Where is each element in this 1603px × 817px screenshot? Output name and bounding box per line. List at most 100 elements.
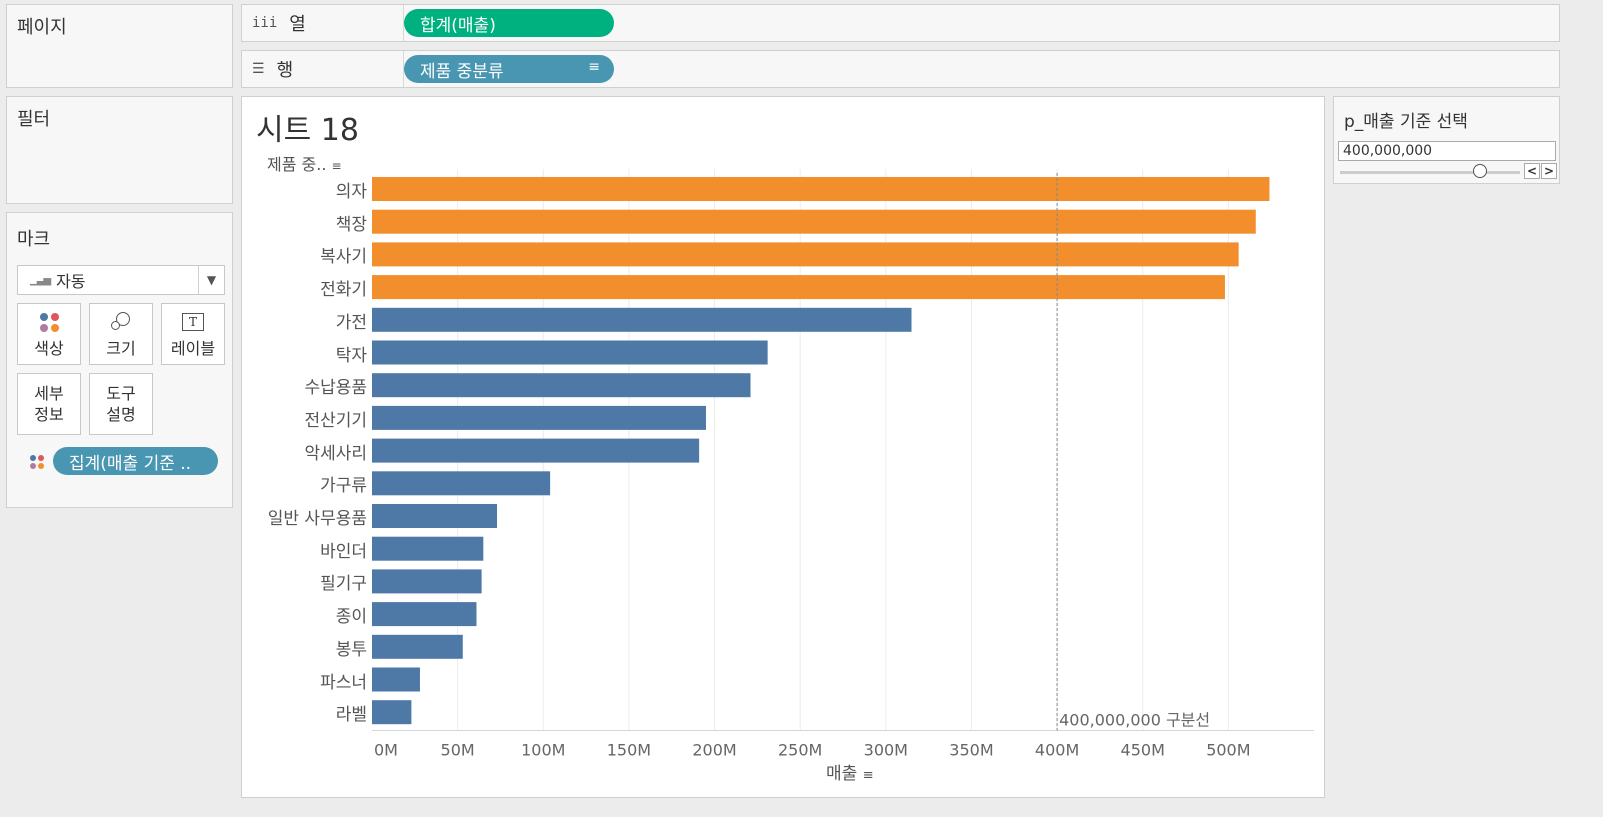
tooltip-button[interactable]: 도구 설명 (89, 373, 153, 435)
columns-shelf: iii 열 합계(매출) (241, 4, 1560, 42)
category-label[interactable]: 파스너 (320, 672, 367, 693)
x-axis-title-label: 매출 (826, 764, 858, 784)
color-icon (39, 312, 59, 332)
rows-shelf: ☰ 행 제품 중분류 ≡ (241, 50, 1560, 88)
detail-button-label: 세부 정보 (34, 384, 64, 424)
bar-전화기[interactable] (372, 275, 1225, 300)
bar-파스너[interactable] (372, 667, 420, 692)
bar-chart: 400,000,000 구분선 0M 50M 100M 150M 200M 250M 300… (372, 169, 1314, 760)
x-tick-label: 450M (1121, 741, 1165, 760)
bar-전산기기[interactable] (372, 405, 706, 430)
pages-card: 페이지 (6, 4, 233, 88)
columns-pill-label: 합계(매출) (420, 15, 496, 36)
bar-복사기[interactable] (372, 242, 1239, 267)
bar-봉투[interactable] (372, 634, 463, 659)
category-label[interactable]: 가구류 (320, 476, 367, 497)
bars (372, 177, 1270, 725)
category-label[interactable]: 바인더 (320, 541, 367, 562)
sort-icon[interactable]: ≡ (862, 768, 874, 783)
bar-탁자[interactable] (372, 340, 768, 365)
category-label[interactable]: 라벨 (335, 705, 367, 726)
chevron-down-icon[interactable]: ▼ (198, 266, 224, 294)
x-tick-label: 100M (521, 741, 565, 760)
text-label-icon: T (182, 313, 204, 331)
bar-악세사리[interactable] (372, 438, 700, 463)
category-label[interactable]: 가전 (335, 312, 367, 333)
category-label[interactable]: 책장 (335, 214, 367, 235)
category-label[interactable]: 악세사리 (304, 443, 367, 464)
parameter-title: p_매출 기준 선택 (1344, 112, 1468, 132)
bar-수납용품[interactable] (372, 373, 751, 398)
bar-의자[interactable] (372, 177, 1270, 201)
category-label[interactable]: 봉투 (335, 639, 367, 660)
bar-책장[interactable] (372, 209, 1256, 234)
sheet-title: 시트 18 (256, 113, 359, 148)
parameter-card: p_매출 기준 선택 400,000,000 < > (1333, 96, 1560, 184)
x-tick-label: 0M (374, 741, 398, 760)
x-tick-label: 500M (1206, 741, 1250, 760)
mark-type-dropdown[interactable]: ▁▃▅ 자동 ▼ (17, 265, 225, 295)
category-label[interactable]: 전화기 (320, 280, 367, 301)
label-button[interactable]: T 레이블 (161, 303, 225, 365)
bar-필기구[interactable] (372, 569, 482, 594)
bar-종이[interactable] (372, 602, 477, 627)
x-tick-label: 200M (692, 741, 736, 760)
x-axis-ticks: 0M 50M 100M 150M 200M 250M 300M 350M 400M 450M 500… (374, 741, 1251, 760)
reference-line-group: 400,000,000 구분선 (1056, 173, 1210, 731)
parameter-value-input[interactable]: 400,000,000 (1338, 141, 1556, 161)
category-label[interactable]: 전산기기 (304, 410, 367, 431)
bar-chart-icon: ▁▃▅ (30, 274, 51, 286)
rows-label: 행 (276, 60, 294, 81)
color-button[interactable]: 색상 (17, 303, 81, 365)
slider-thumb[interactable] (1473, 164, 1488, 178)
x-tick-label: 350M (949, 741, 993, 760)
tooltip-button-label: 도구 설명 (106, 384, 136, 424)
pages-card-title: 페이지 (17, 17, 67, 38)
size-button[interactable]: 크기 (89, 303, 153, 365)
step-back-button[interactable]: < (1524, 163, 1540, 179)
label-button-label: 레이블 (170, 339, 216, 358)
filters-card[interactable]: 필터 (6, 96, 233, 204)
columns-pill[interactable]: 합계(매출) (404, 9, 614, 37)
columns-icon: iii (252, 15, 278, 31)
rows-shelf-label: ☰ 행 (242, 51, 404, 87)
color-button-label: 색상 (34, 339, 64, 358)
mark-type-value: 자동 (56, 272, 86, 291)
category-label[interactable]: 종이 (335, 607, 367, 628)
category-label[interactable]: 일반 사무용품 (267, 509, 367, 529)
x-tick-label: 250M (778, 741, 822, 760)
bar-바인더[interactable] (372, 536, 484, 561)
row-header[interactable]: 제품 중.. ≡ (267, 151, 342, 175)
bar-일반 사무용품[interactable] (372, 504, 498, 528)
bar-가전[interactable] (372, 307, 912, 332)
parameter-slider[interactable] (1340, 171, 1520, 174)
step-forward-button[interactable]: > (1541, 163, 1557, 179)
rows-pill-label: 제품 중분류 (420, 61, 504, 82)
sort-icon[interactable]: ≡ (331, 159, 342, 173)
rows-icon: ☰ (252, 61, 265, 77)
reference-line-label: 400,000,000 구분선 (1059, 711, 1210, 730)
category-label[interactable]: 탁자 (335, 345, 367, 366)
rows-pill[interactable]: 제품 중분류 ≡ (404, 55, 614, 83)
category-label[interactable]: 의자 (335, 182, 367, 202)
x-tick-label: 300M (864, 741, 908, 760)
size-icon (110, 312, 132, 332)
marks-card: 마크 ▁▃▅ 자동 ▼ 색상 크기 T 레이블 세부 정보 도구 설명 집계(매… (6, 212, 233, 508)
bar-라벨[interactable] (372, 700, 412, 725)
color-dots-icon (30, 455, 44, 469)
x-tick-label: 400M (1035, 741, 1079, 760)
sort-descending-icon[interactable]: ≡ (588, 59, 600, 75)
category-label[interactable]: 복사기 (320, 247, 367, 268)
columns-shelf-label: iii 열 (242, 5, 404, 41)
x-tick-label: 150M (607, 741, 651, 760)
category-label[interactable]: 수납용품 (304, 378, 367, 399)
detail-button[interactable]: 세부 정보 (17, 373, 81, 435)
color-pill[interactable]: 집계(매출 기준 .. (53, 447, 218, 475)
bar-가구류[interactable] (372, 471, 551, 496)
size-button-label: 크기 (106, 339, 136, 358)
category-label[interactable]: 필기구 (320, 574, 367, 595)
columns-label: 열 (289, 14, 306, 35)
x-axis-title[interactable]: 매출 ≡ (826, 759, 874, 784)
